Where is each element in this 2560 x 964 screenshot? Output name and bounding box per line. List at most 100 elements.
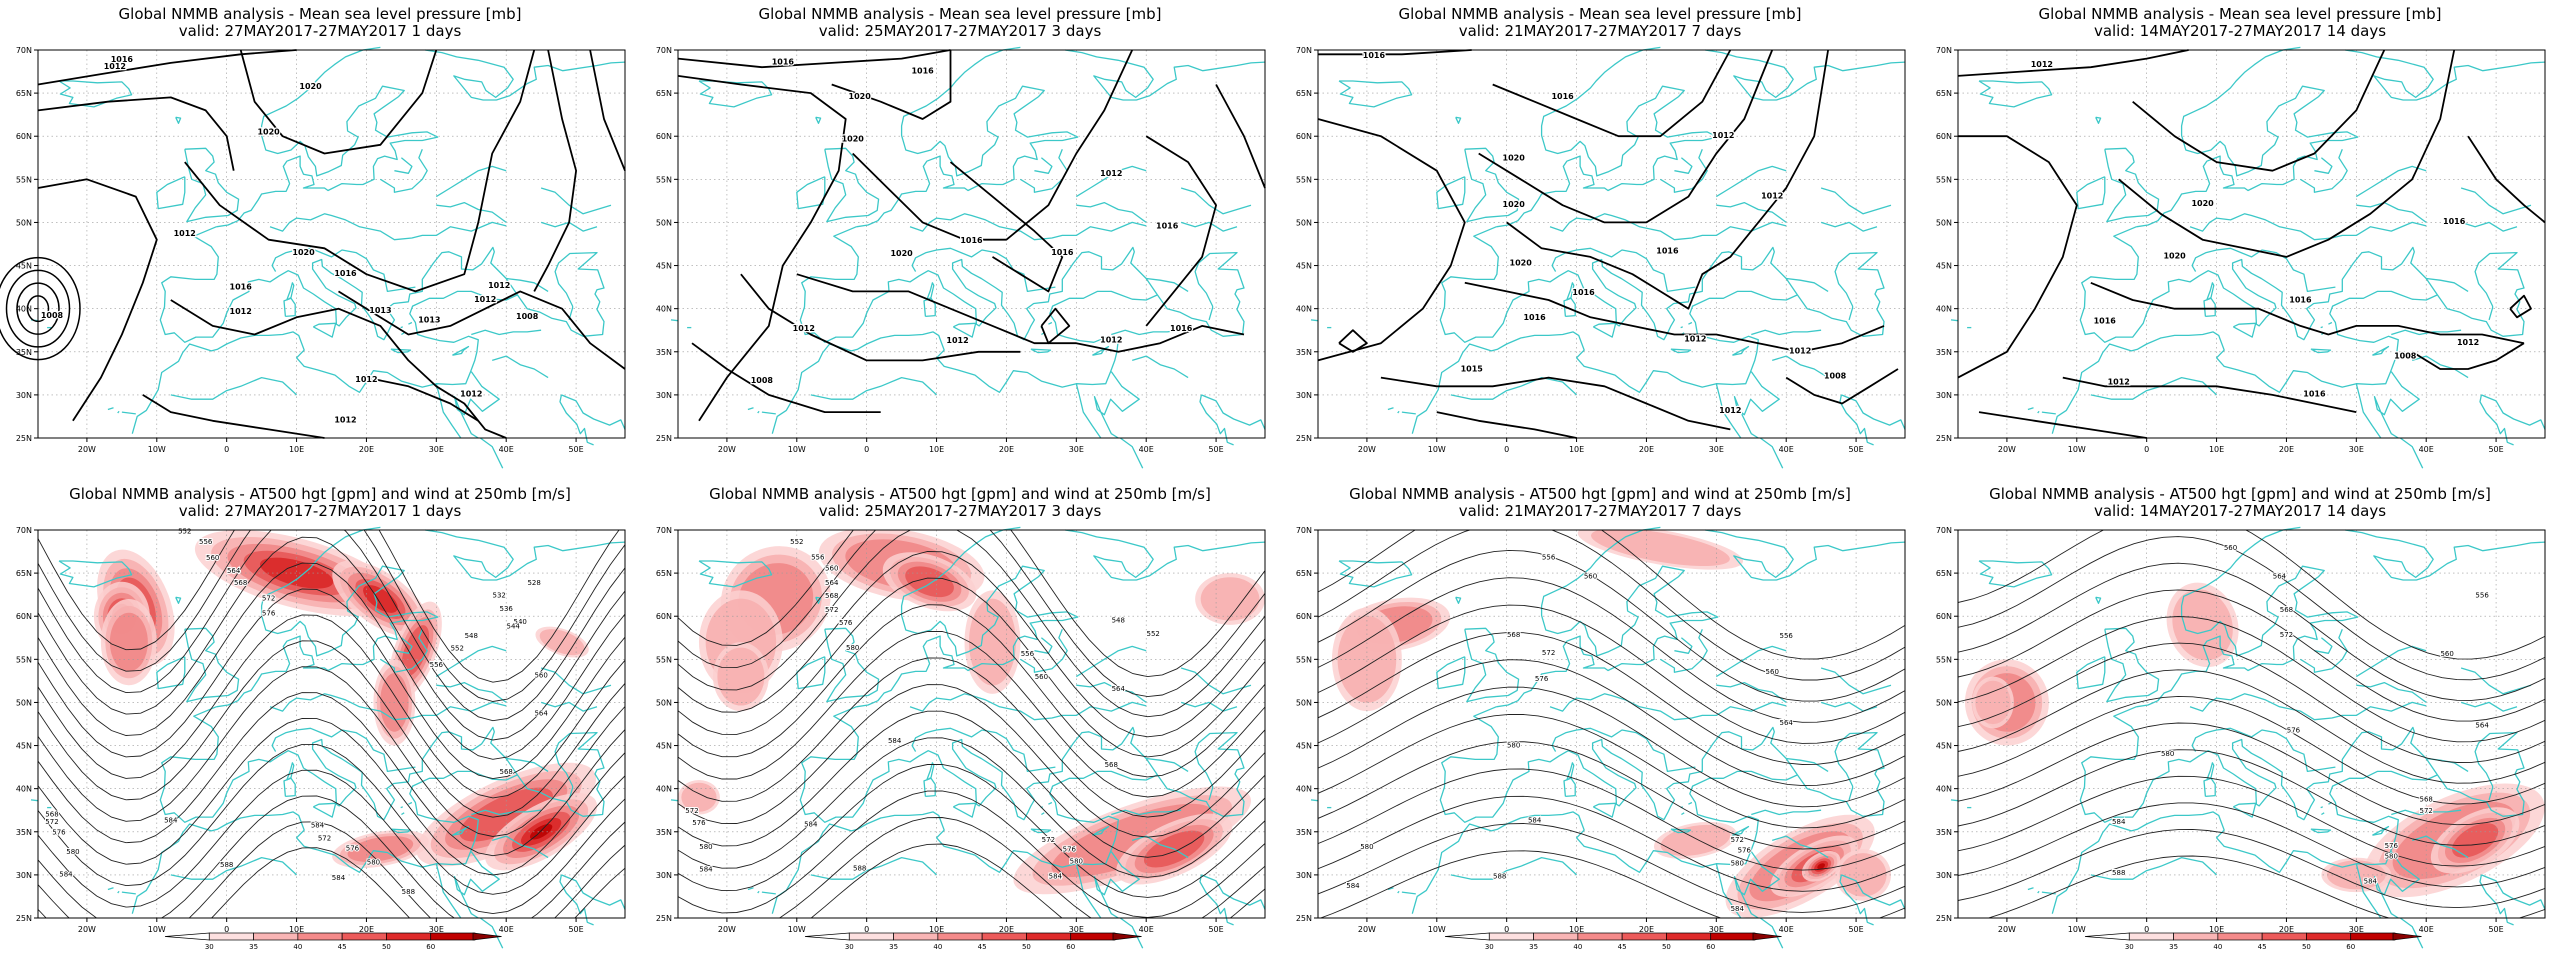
colorbar-label: 40 bbox=[933, 943, 942, 951]
isobar-line bbox=[533, 49, 577, 292]
map-border bbox=[37, 529, 626, 919]
lon-tick-label: 0 bbox=[2144, 445, 2149, 454]
panel-title: Global NMMB analysis - AT500 hgt [gpm] a… bbox=[709, 485, 1211, 503]
coastline bbox=[1978, 560, 2053, 588]
height-contours bbox=[1318, 530, 1905, 918]
height-label: 584 bbox=[1528, 816, 1542, 824]
lat-tick-label: 40N bbox=[16, 305, 32, 314]
lat-tick-label: 40N bbox=[16, 785, 32, 794]
height-label: 568 bbox=[1105, 761, 1118, 769]
isobar-label: 1012 bbox=[1789, 347, 1811, 356]
colorbar-label: 30 bbox=[205, 943, 214, 951]
height-contour-line bbox=[1318, 604, 1905, 744]
lat-tick-label: 30N bbox=[1936, 391, 1952, 400]
coastline bbox=[425, 529, 626, 581]
coastline bbox=[269, 213, 507, 241]
panel-mslp-1-day: Global NMMB analysis - Mean sea level pr… bbox=[0, 0, 640, 480]
coastline bbox=[1772, 835, 1829, 859]
height-label: 572 bbox=[1542, 649, 1555, 657]
lat-tick-label: 35N bbox=[16, 348, 32, 357]
isobar-line bbox=[2509, 294, 2532, 319]
isobars bbox=[1957, 49, 2546, 439]
height-label: 580 bbox=[1070, 858, 1083, 866]
coastline bbox=[435, 165, 507, 198]
height-contours bbox=[1958, 530, 2545, 918]
isobar-label: 1012 bbox=[104, 62, 126, 71]
height-contour-line bbox=[678, 657, 1265, 818]
colorbar-high-cap bbox=[472, 932, 502, 941]
lon-tick-label: 20E bbox=[1639, 925, 1654, 934]
lat-tick-label: 50N bbox=[1296, 218, 1312, 227]
height-label: 560 bbox=[206, 554, 219, 562]
coastline bbox=[2051, 706, 2439, 914]
isobar-label: 1008 bbox=[1824, 372, 1847, 381]
coastline bbox=[1732, 345, 1750, 356]
axis-ticks: 20W 10W 0 10E 20E 30E 40E 50E 70N 65N 60N 55N 50N 45N… bbox=[16, 526, 584, 934]
panel-z500-1-day: Global NMMB analysis - AT500 hgt [gpm] a… bbox=[0, 480, 640, 960]
coastline bbox=[1563, 297, 1576, 318]
map-plot-area bbox=[678, 50, 1265, 438]
coastline bbox=[1670, 348, 1692, 354]
height-label: 576 bbox=[1738, 846, 1752, 854]
lat-tick-label: 40N bbox=[656, 305, 672, 314]
coastline bbox=[1411, 226, 1799, 434]
height-label: 568 bbox=[2280, 606, 2293, 614]
coastline bbox=[479, 437, 504, 469]
lat-tick-label: 65N bbox=[16, 569, 32, 578]
coastline bbox=[1310, 319, 1319, 322]
height-label: 576 bbox=[839, 619, 853, 627]
isobar-label: 1020 bbox=[1503, 153, 1526, 162]
height-contour-line bbox=[38, 588, 625, 780]
height-label: 556 bbox=[1780, 632, 1794, 640]
height-contour-line bbox=[678, 530, 1265, 718]
coastline bbox=[1146, 277, 1189, 292]
coastline bbox=[1751, 329, 1822, 336]
lat-tick-label: 40N bbox=[1296, 305, 1312, 314]
coastline bbox=[815, 116, 822, 124]
coastline bbox=[2355, 165, 2427, 198]
colorbar-label: 30 bbox=[845, 943, 854, 951]
coastline bbox=[1455, 596, 1462, 604]
z500-map-14-days: 560 564 568 572 556 560 564 576 580 584 588 568 572 5… bbox=[1936, 526, 2546, 951]
panel-valid-period: valid: 27MAY2017-27MAY2017 1 days bbox=[178, 22, 462, 40]
height-label: 584 bbox=[1049, 872, 1063, 880]
colorbar-label: 60 bbox=[1066, 943, 1075, 951]
coastline bbox=[1065, 529, 1266, 581]
axis-ticks: 20W 10W 0 10E 20E 30E 40E 50E 70N 65N 60N 55N 50N 45N… bbox=[16, 46, 584, 454]
coastline bbox=[1705, 49, 1906, 101]
coastline bbox=[492, 835, 549, 859]
height-contour-line bbox=[1958, 695, 2545, 805]
coastlines bbox=[1310, 46, 1906, 469]
height-label: 572 bbox=[2420, 807, 2433, 815]
coastline bbox=[2355, 645, 2427, 678]
panel-valid-period: valid: 21MAY2017-27MAY2017 7 days bbox=[1458, 22, 1742, 40]
lat-tick-label: 45N bbox=[1296, 742, 1312, 751]
height-label: 556 bbox=[199, 538, 213, 546]
isobar-label: 1016 bbox=[1363, 51, 1386, 60]
coastline bbox=[2314, 637, 2333, 654]
height-label: 568 bbox=[500, 768, 513, 776]
lat-tick-label: 60N bbox=[16, 612, 32, 621]
lon-tick-label: 40E bbox=[2419, 925, 2434, 934]
lat-tick-label: 50N bbox=[656, 218, 672, 227]
lon-tick-label: 0 bbox=[1504, 445, 1509, 454]
lat-tick-label: 70N bbox=[1296, 526, 1312, 535]
height-label: 572 bbox=[262, 595, 275, 603]
coastline bbox=[2027, 407, 2034, 411]
height-label: 580 bbox=[846, 644, 859, 652]
coastline bbox=[1950, 319, 1959, 322]
coastline bbox=[747, 887, 754, 891]
coastlines bbox=[1950, 46, 2546, 469]
isobar-label: 1020 bbox=[2163, 252, 2186, 261]
lat-tick-label: 70N bbox=[1936, 526, 1952, 535]
lat-tick-label: 30N bbox=[16, 391, 32, 400]
lon-tick-label: 50E bbox=[1848, 925, 1863, 934]
coastline bbox=[1041, 812, 1045, 816]
lon-tick-label: 40E bbox=[1779, 445, 1794, 454]
height-contour-line bbox=[778, 817, 1265, 918]
coastline bbox=[175, 116, 182, 124]
coastline bbox=[2328, 321, 2333, 325]
coastline bbox=[559, 874, 594, 926]
height-contour-line bbox=[38, 614, 625, 799]
panel-valid-period: valid: 14MAY2017-27MAY2017 14 days bbox=[2093, 22, 2387, 40]
